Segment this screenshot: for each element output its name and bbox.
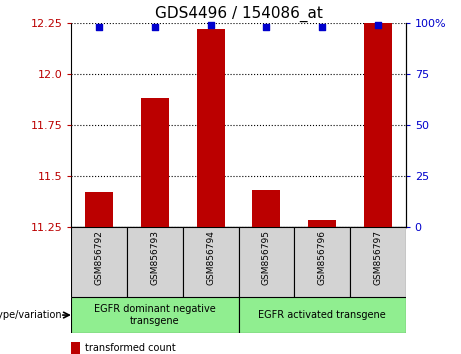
- Bar: [71, 342, 80, 354]
- Bar: [350, 227, 406, 297]
- Bar: [294, 227, 350, 297]
- Bar: [71, 227, 127, 297]
- Point: [374, 22, 382, 28]
- Bar: [238, 227, 294, 297]
- Text: EGFR activated transgene: EGFR activated transgene: [258, 310, 386, 320]
- Bar: [253, 190, 280, 227]
- Point: [207, 22, 214, 28]
- Bar: [238, 297, 406, 333]
- Text: GSM856794: GSM856794: [206, 230, 215, 285]
- Text: GSM856796: GSM856796: [318, 230, 327, 285]
- Text: GSM856795: GSM856795: [262, 230, 271, 285]
- Text: genotype/variation: genotype/variation: [0, 310, 62, 320]
- Bar: [364, 23, 392, 227]
- Point: [95, 24, 103, 30]
- Bar: [71, 297, 239, 333]
- Text: GSM856793: GSM856793: [150, 230, 160, 285]
- Point: [319, 24, 326, 30]
- Bar: [127, 227, 183, 297]
- Bar: [141, 98, 169, 227]
- Bar: [85, 192, 113, 227]
- Point: [263, 24, 270, 30]
- Bar: [308, 221, 336, 227]
- Bar: [197, 29, 225, 227]
- Text: GSM856792: GSM856792: [95, 230, 104, 285]
- Point: [151, 24, 159, 30]
- Text: transformed count: transformed count: [85, 343, 176, 353]
- Bar: [183, 227, 238, 297]
- Title: GDS4496 / 154086_at: GDS4496 / 154086_at: [154, 5, 323, 22]
- Text: EGFR dominant negative
transgene: EGFR dominant negative transgene: [94, 304, 216, 326]
- Text: GSM856797: GSM856797: [373, 230, 382, 285]
